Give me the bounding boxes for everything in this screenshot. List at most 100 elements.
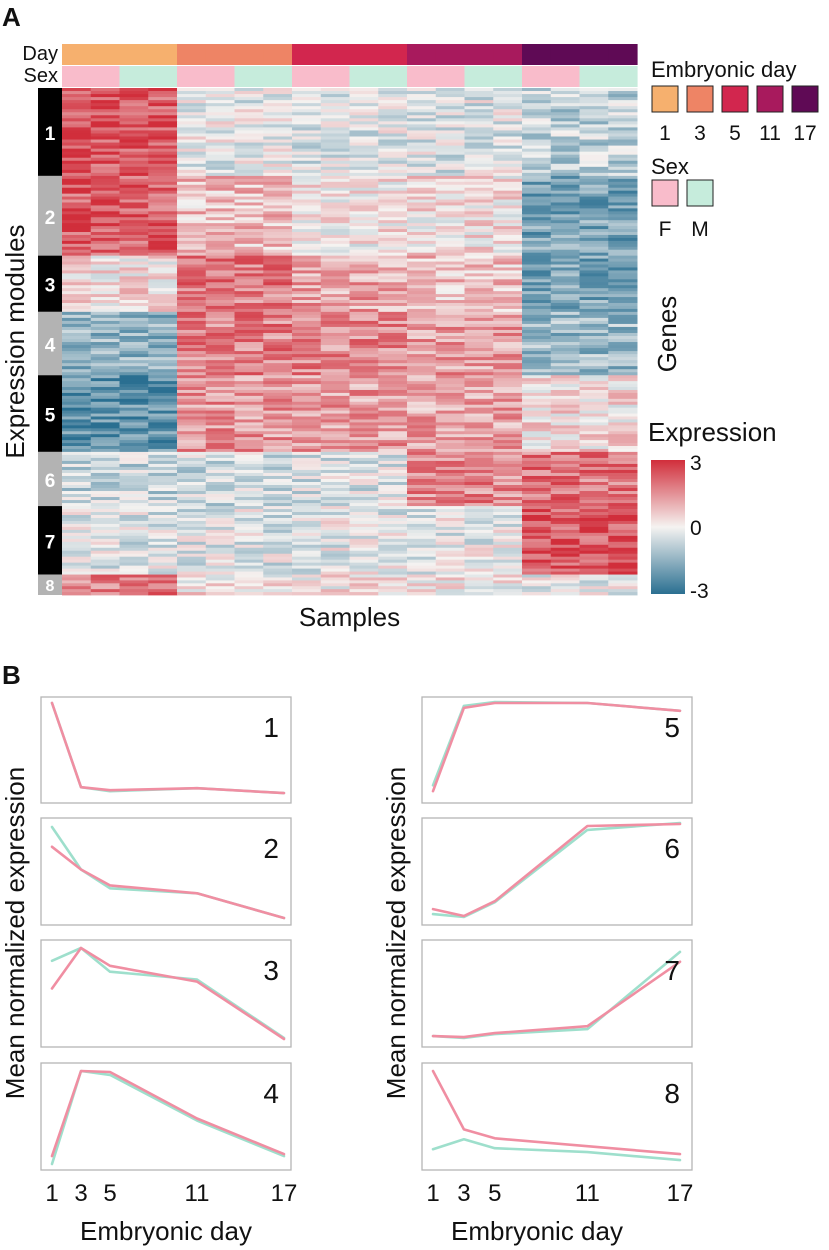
heatmap-cell [205,148,235,153]
heatmap-cell [522,550,552,555]
heatmap-cell [493,208,523,212]
heatmap-cell [177,323,207,328]
heatmap-cell [349,416,379,420]
heatmap-cell [435,445,465,450]
heatmap-cell [177,463,207,468]
heatmap-cell [608,133,638,137]
heatmap-cell [62,500,92,504]
heatmap-cell [550,517,580,522]
line-panel-5: 5 [421,696,693,804]
heatmap-cell [579,395,609,400]
heatmap-cell [493,535,523,540]
heatmap-cell [378,214,408,218]
heatmap-cell [522,577,552,581]
heatmap-cell [320,323,350,328]
heatmap-cell [148,529,178,534]
heatmap-cell [579,345,609,349]
heatmap-cell [349,160,379,165]
heatmap-cell [550,326,580,331]
heatmap-cell [464,226,494,230]
heatmap-cell [234,389,264,394]
heatmap-cell [62,378,92,382]
heatmap-cell [263,103,293,107]
heatmap-cell [62,339,92,343]
heatmap-cell [522,556,552,561]
heatmap-cell [177,589,207,593]
heatmap-cell [90,88,120,92]
heatmap-cell [177,434,207,438]
heatmap-cell [234,550,264,555]
heatmap-cell [608,157,638,162]
heatmap-cell [119,240,149,245]
heatmap-cell [205,541,235,546]
line-panel-2: 2 [40,817,292,926]
heatmap-cell [119,229,149,233]
heatmap-cell [234,246,264,251]
heatmap-cell [90,208,120,212]
heatmap-cell [522,580,552,584]
heatmap-cell [435,181,465,186]
heatmap-cell [378,556,408,561]
heatmap-cell [90,163,120,168]
heatmap-cell [608,211,638,215]
heatmap-cell [493,211,523,215]
heatmap-cell [550,317,580,322]
heatmap-cell [90,112,120,116]
heatmap-cell [464,323,494,328]
heatmap-cell [522,175,552,180]
heatmap-cell [349,392,379,397]
heatmap-cell [320,580,350,584]
heatmap-cell [435,556,465,561]
heatmap-cell [435,577,465,581]
heatmap-cell [435,345,465,349]
heatmap-cell [62,428,92,432]
heatmap-cell [292,559,322,564]
heatmap-cell [493,169,523,174]
heatmap-cell [292,294,322,298]
heatmap-cell [435,163,465,168]
heatmap-cell [550,88,580,92]
heatmap-cell [493,288,523,292]
module-bar-2 [38,175,62,256]
heatmap-cell [550,445,580,450]
heatmap-cell [119,300,149,304]
heatmap-cell [90,425,120,429]
heatmap-cell [493,384,523,388]
heatmap-cell [177,329,207,334]
series-line-F [50,845,286,920]
heatmap-cell [493,261,523,265]
heatmap-cell [579,360,609,364]
heatmap-cell [349,311,379,316]
module-block-6 [62,451,638,507]
heatmap-cell [90,232,120,236]
heatmap-cell [62,535,92,540]
heatmap-cell [349,345,379,349]
heatmap-cell [608,532,638,537]
heatmap-cell [148,145,178,150]
heatmap-cell [148,106,178,110]
heatmap-cell [378,267,408,271]
heatmap-cell [378,398,408,403]
heatmap-cell [550,294,580,298]
heatmap-cell [579,378,609,382]
heatmap-cell [205,121,235,125]
heatmap-cell [464,451,494,456]
heatmap-cell [378,130,408,134]
heatmap-cell [435,94,465,98]
heatmap-cell [407,142,437,146]
heatmap-cell [493,375,523,379]
heatmap-cell [292,520,322,525]
heatmap-cell [608,172,638,177]
heatmap-cell [464,392,494,397]
heatmap-cell [119,184,149,189]
heatmap-cell [148,329,178,334]
heatmap-cell [608,288,638,292]
heatmap-cell [177,535,207,540]
heatmap-cell [177,103,207,107]
heatmap-cell [90,151,120,156]
heatmap-cell [493,252,523,257]
heatmap-cell [522,226,552,230]
heatmap-cell [119,345,149,349]
heatmap-cell [62,300,92,304]
heatmap-cell [292,288,322,292]
